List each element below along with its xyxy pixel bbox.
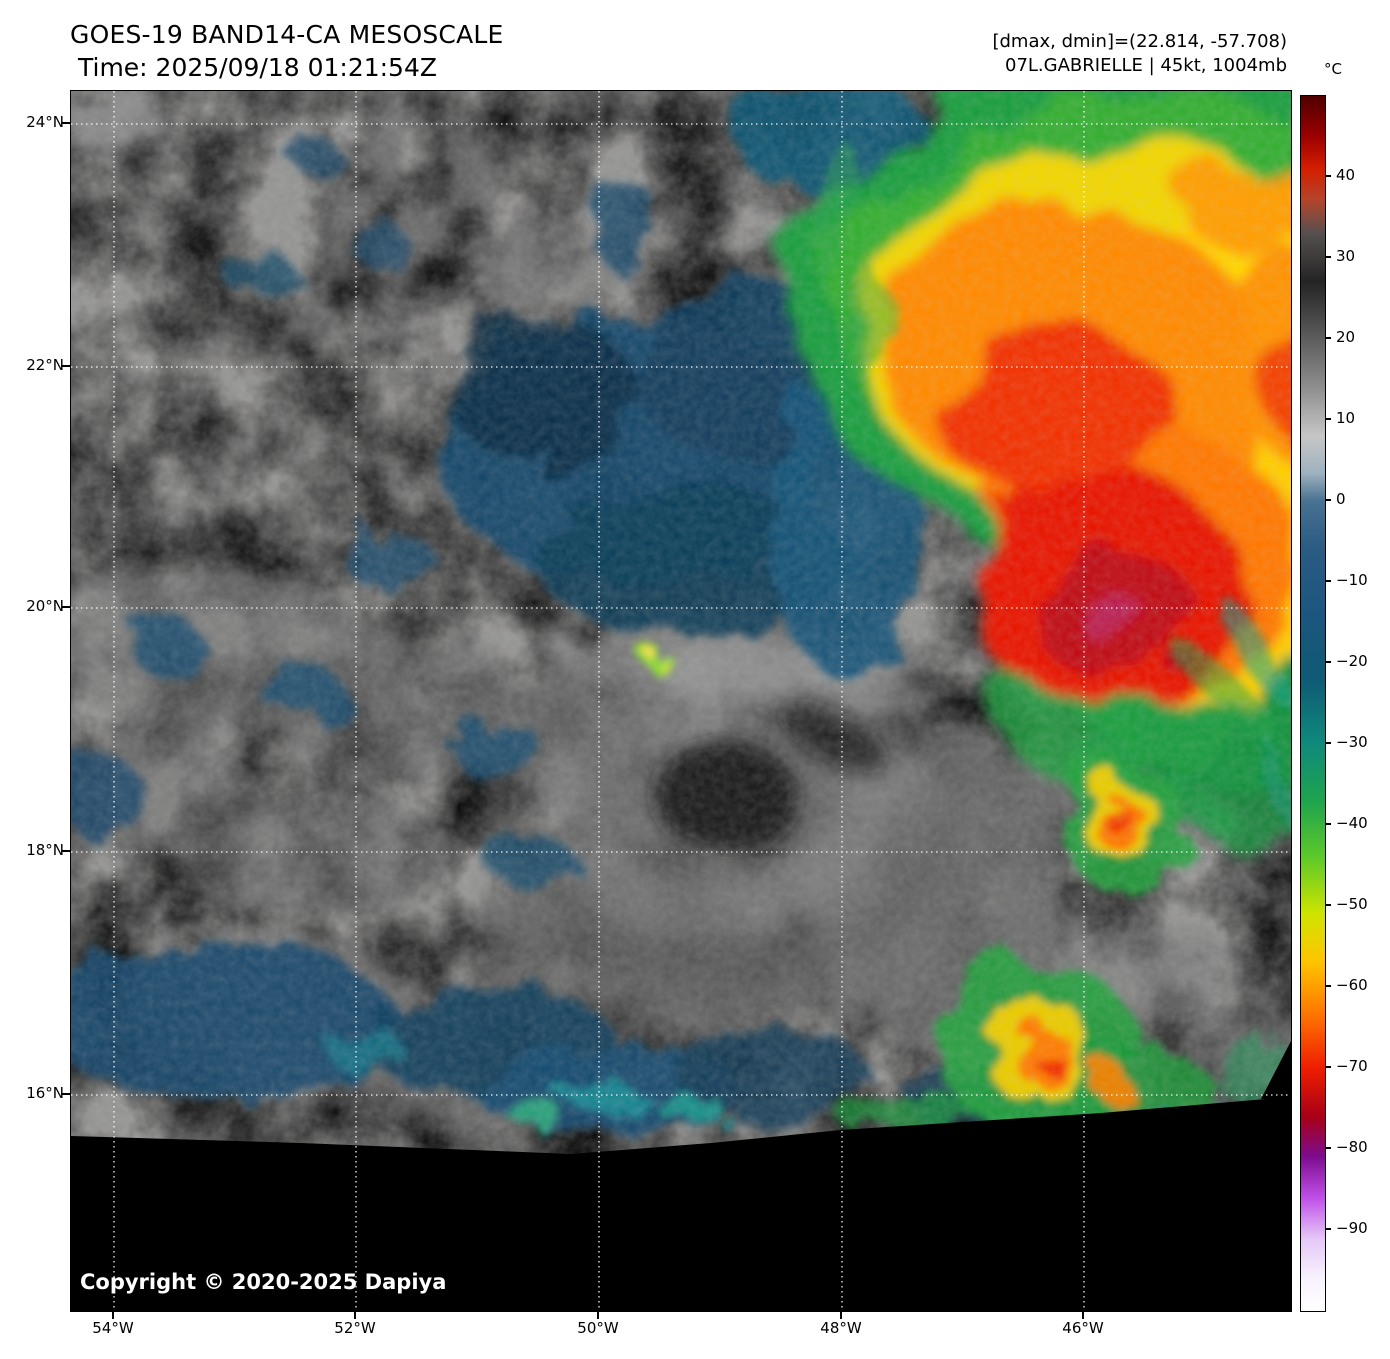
lon-axis-label: 54°W [92,1319,134,1337]
range-info-label: [dmax, dmin]=(22.814, -57.708) [992,31,1287,52]
image-grain-overlay [71,91,1291,1311]
colorbar-tick-mark [1325,985,1331,987]
colorbar-tick-mark [1325,175,1331,177]
colorbar-tick-label: −60 [1336,976,1368,994]
lat-axis-tick [62,365,70,367]
no-data-right-notch [1261,1041,1291,1099]
lat-axis-tick [62,606,70,608]
colorbar-tick-mark [1325,418,1331,420]
lat-axis-label: 20°N [26,597,64,615]
lat-axis-tick [62,850,70,852]
colorbar-tick-label: −50 [1336,895,1368,913]
satellite-map-panel [70,90,1292,1312]
lat-axis-label: 24°N [26,113,64,131]
colorbar-tick-label: −90 [1336,1219,1368,1237]
colorbar-tick-label: 10 [1336,409,1356,427]
colorbar-tick-mark [1325,1228,1331,1230]
colorbar-tick-mark [1325,580,1331,582]
colorbar-tick-label: 30 [1336,247,1356,265]
satellite-imagery [71,91,1291,1311]
copyright-watermark: Copyright © 2020-2025 Dapiya [80,1270,447,1294]
colorbar-tick-mark [1325,1066,1331,1068]
colorbar-tick-label: −10 [1336,571,1368,589]
lon-axis-label: 50°W [577,1319,619,1337]
storm-info-label: 07L.GABRIELLE | 45kt, 1004mb [1005,55,1287,76]
lon-axis-label: 52°W [334,1319,376,1337]
colorbar-tick-label: −30 [1336,733,1368,751]
colorbar-tick-label: 40 [1336,166,1356,184]
colorbar-tick-label: −40 [1336,814,1368,832]
colorbar-tick-mark [1325,661,1331,663]
lon-axis-tick [354,1311,356,1319]
lon-axis-tick [112,1311,114,1319]
lat-axis-label: 22°N [26,356,64,374]
lon-axis-label: 48°W [820,1319,862,1337]
lat-axis-label: 16°N [26,1084,64,1102]
lon-axis-tick [1082,1311,1084,1319]
header-right-info: [dmax, dmin]=(22.814, -57.708) 07L.GABRI… [992,30,1287,78]
colorbar-tick-mark [1325,499,1331,501]
colorbar-tick-label: −70 [1336,1057,1368,1075]
colorbar-tick-label: −80 [1336,1138,1368,1156]
colorbar-tick-mark [1325,256,1331,258]
graticule-gridlines [71,91,1291,1311]
page-title: GOES-19 BAND14-CA MESOSCALE [70,20,504,49]
colorbar-tick-mark [1325,904,1331,906]
lat-axis-label: 18°N [26,841,64,859]
colorbar-tick-label: 20 [1336,328,1356,346]
lon-axis-tick [840,1311,842,1319]
colorbar-tick-mark [1325,823,1331,825]
colorbar-tick-label: 0 [1336,490,1346,508]
no-data-scan-edge [71,1091,1291,1311]
colorbar-gradient [1300,95,1326,1312]
colorbar-tick-mark [1325,337,1331,339]
lat-axis-tick [62,1093,70,1095]
colorbar-unit-label: °C [1324,60,1342,78]
colorbar-tick-mark [1325,742,1331,744]
lat-axis-tick [62,122,70,124]
timestamp-label: Time: 2025/09/18 01:21:54Z [78,53,437,82]
colorbar-tick-label: −20 [1336,652,1368,670]
lon-axis-label: 46°W [1062,1319,1104,1337]
lon-axis-tick [597,1311,599,1319]
colorbar-tick-mark [1325,1147,1331,1149]
